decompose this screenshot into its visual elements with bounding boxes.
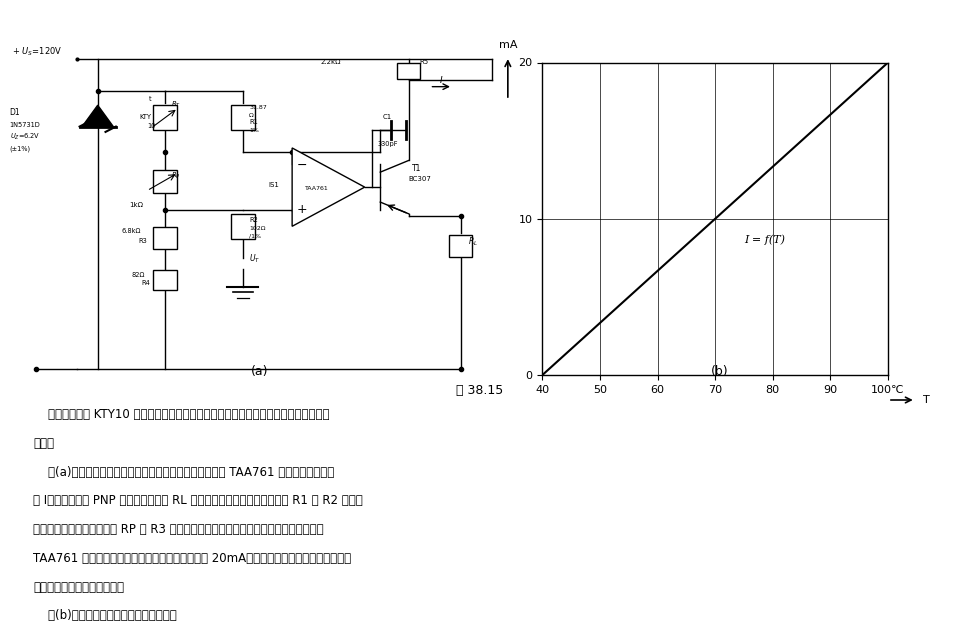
Text: I: I xyxy=(440,76,443,85)
Bar xyxy=(154,270,177,289)
Text: 1N5731D: 1N5731D xyxy=(10,122,40,127)
Text: R4: R4 xyxy=(142,281,151,286)
Text: IS1: IS1 xyxy=(269,182,279,188)
Text: 82Ω: 82Ω xyxy=(132,272,145,278)
Bar xyxy=(154,170,177,193)
Text: TAA761 静态输入电流。由于电路输出电流最大为 20mA，因此要考虑连接导线电阻上的电: TAA761 静态输入电流。由于电路输出电流最大为 20mA，因此要考虑连接导线… xyxy=(33,552,351,565)
Bar xyxy=(231,105,254,130)
Polygon shape xyxy=(83,105,113,126)
Text: R5: R5 xyxy=(420,59,428,65)
Text: 6.8kΩ: 6.8kΩ xyxy=(121,228,140,234)
Text: T1: T1 xyxy=(413,164,421,173)
Text: C1: C1 xyxy=(383,114,392,120)
Text: (b): (b) xyxy=(711,365,729,378)
Text: (a): (a) xyxy=(251,365,268,378)
Bar xyxy=(449,235,472,257)
Text: D1: D1 xyxy=(10,107,20,117)
Bar xyxy=(231,214,254,239)
Text: R3: R3 xyxy=(138,238,147,244)
Text: −: − xyxy=(297,159,307,171)
Text: BC307: BC307 xyxy=(409,176,432,182)
Text: 2.2kΩ: 2.2kΩ xyxy=(321,59,341,65)
Text: 1kΩ: 1kΩ xyxy=(129,202,143,208)
Text: R2: R2 xyxy=(249,217,258,223)
Text: 102Ω: 102Ω xyxy=(249,226,266,231)
Text: TAA761: TAA761 xyxy=(305,186,329,191)
Text: mA: mA xyxy=(498,40,517,50)
Text: T: T xyxy=(923,395,929,405)
Bar xyxy=(397,63,420,79)
Text: /1%: /1% xyxy=(249,234,261,239)
Text: + $U_S$=120V: + $U_S$=120V xyxy=(12,46,62,58)
Text: I = f(T): I = f(T) xyxy=(744,234,785,245)
Text: 流 I，此电流经由 PNP 晶体管加到负载 RL 上。两个桥分支电路一个由电阻 R1 和 R2 构成，: 流 I，此电流经由 PNP 晶体管加到负载 RL 上。两个桥分支电路一个由电阻 … xyxy=(33,494,363,508)
Text: +: + xyxy=(297,202,307,216)
Text: KTY: KTY xyxy=(139,114,152,120)
Bar xyxy=(154,105,177,130)
Text: (±1%): (±1%) xyxy=(10,146,31,152)
Text: 31.87: 31.87 xyxy=(249,105,267,110)
Text: 硅温度传感器 KTY10 具有价格较低、误差较小和特性一致性较好等优点，故应用越来: 硅温度传感器 KTY10 具有价格较低、误差较小和特性一致性较好等优点，故应用越… xyxy=(33,408,329,421)
Polygon shape xyxy=(292,148,365,226)
Text: 1%: 1% xyxy=(249,128,259,133)
Text: t: t xyxy=(149,96,151,102)
Text: Ω: Ω xyxy=(249,112,253,118)
Text: 另一个由温度传感器、电阻 RP 和 R3 构成。接温度传感器的左边桥分支电路只有很小的: 另一个由温度传感器、电阻 RP 和 R3 构成。接温度传感器的左边桥分支电路只有… xyxy=(33,523,324,536)
Text: 10: 10 xyxy=(147,122,156,129)
Text: 图(a)电路中桥式电路部分作温控恒流源，在运算放大器 TAA761 反馈支路上流过电: 图(a)电路中桥式电路部分作温控恒流源，在运算放大器 TAA761 反馈支路上流… xyxy=(33,466,334,479)
Text: $R_L$: $R_L$ xyxy=(468,236,478,248)
Text: 压降，为此桥路电压要稳压。: 压降，为此桥路电压要稳压。 xyxy=(33,581,124,594)
Text: $R_P$: $R_P$ xyxy=(171,171,181,181)
Text: R1: R1 xyxy=(249,119,258,125)
Text: $R_T$: $R_T$ xyxy=(171,100,181,110)
Text: 330pF: 330pF xyxy=(377,141,398,147)
Text: $U_T$: $U_T$ xyxy=(249,253,260,265)
Bar xyxy=(154,227,177,249)
Text: 图(b)示出输出电流同温度的关系曲线。: 图(b)示出输出电流同温度的关系曲线。 xyxy=(33,609,177,622)
Text: $U_Z$=6.2V: $U_Z$=6.2V xyxy=(10,132,40,142)
Text: 图 38.15: 图 38.15 xyxy=(456,384,504,397)
Text: 越广。: 越广。 xyxy=(33,437,54,450)
